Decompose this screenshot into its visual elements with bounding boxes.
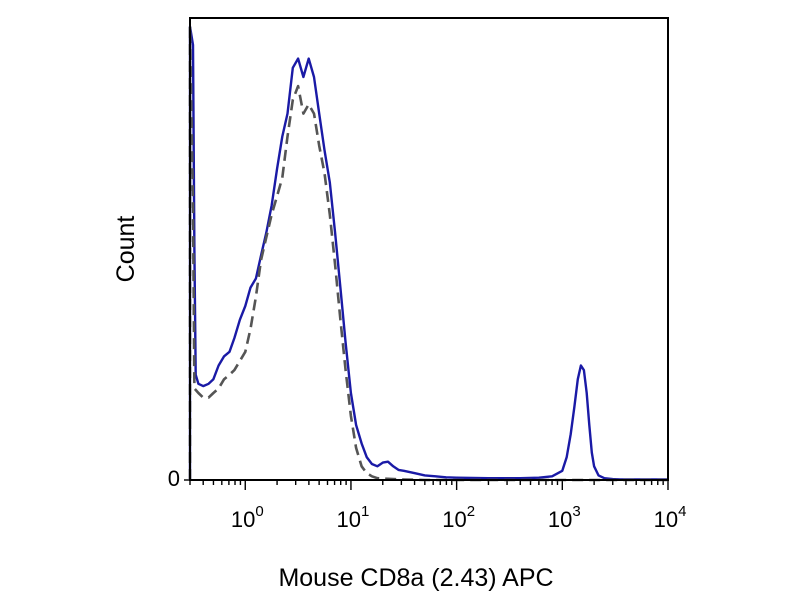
x-tick-labels: 100 101 102 103 104	[231, 503, 687, 532]
x-tick-label-base: 10	[548, 507, 572, 532]
x-tick-label-base: 10	[337, 507, 361, 532]
series-line-stained	[188, 25, 668, 481]
series-layer	[188, 25, 668, 482]
x-tick-label-3: 103	[548, 503, 581, 532]
series-line-control-dashed	[188, 25, 668, 482]
x-tick-label-exponent: 3	[572, 503, 580, 520]
x-tick-label-exponent: 0	[255, 503, 263, 520]
x-tick-label-exponent: 2	[467, 503, 475, 520]
x-tick-label-exponent: 1	[361, 503, 369, 520]
x-tick-label-0: 100	[231, 503, 264, 532]
plot-frame	[189, 17, 669, 481]
x-tick-label-2: 102	[442, 503, 475, 532]
tick-layer	[184, 479, 669, 490]
x-tick-label-exponent: 4	[678, 503, 686, 520]
y-tick-label-0: 0	[168, 466, 180, 491]
x-tick-label-4: 104	[654, 503, 687, 532]
x-tick-label-1: 101	[337, 503, 370, 532]
x-tick-label-base: 10	[442, 507, 466, 532]
x-axis-title: Mouse CD8a (2.43) APC	[278, 564, 553, 592]
y-axis-title: Count	[112, 216, 140, 283]
x-tick-label-base: 10	[231, 507, 255, 532]
x-tick-label-base: 10	[654, 507, 678, 532]
